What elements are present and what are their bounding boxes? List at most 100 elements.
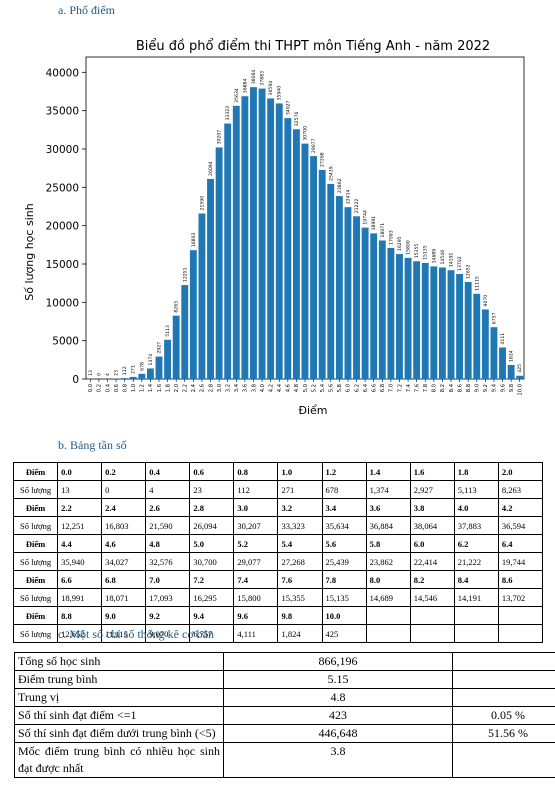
freq-count-header: Số lượng	[12, 516, 59, 535]
bar-value-label: 9070	[483, 295, 489, 307]
bar-value-label: 27268	[320, 152, 326, 167]
freq-count-cell: 13,702	[497, 588, 544, 607]
bar	[404, 257, 412, 379]
freq-point-cell: 3.6	[365, 498, 411, 517]
stats-value-cell: 446,648	[223, 724, 453, 743]
stats-label-cell: Số thí sinh đạt điểm dưới trung bình (<5…	[14, 724, 224, 743]
freq-count-cell: 38,064	[409, 516, 455, 535]
x-tick-label: 6.4	[363, 383, 369, 392]
freq-point-cell: 3.2	[277, 498, 323, 517]
bar	[258, 88, 266, 380]
freq-count-row: Số lượng 12,652 11,115 9,070 6,757 4,111 1,824…	[12, 624, 544, 643]
section-b-heading: b. Bảng tần số	[58, 438, 127, 452]
freq-point-cell: 5.2	[233, 534, 279, 553]
freq-points-row: Điểm 2.2 2.4 2.6 2.8 3.0 3.2 3.4 3.6 3.8 4.0 4.2	[12, 498, 544, 517]
stats-value-cell: 4.8	[223, 688, 453, 707]
bar-value-label: 30700	[303, 126, 309, 141]
freq-count-cell	[453, 624, 499, 643]
bar-value-label: 25439	[328, 166, 334, 181]
freq-point-cell: 9.0	[101, 606, 147, 625]
x-tick-label: 4.8	[294, 384, 300, 392]
freq-count-cell	[365, 624, 411, 643]
bar-value-label: 1374	[148, 354, 154, 366]
bar-value-label: 8263	[174, 301, 180, 313]
bar-value-label: 11115	[474, 276, 480, 291]
bar	[207, 178, 214, 379]
x-tick-label: 3.2	[226, 384, 232, 392]
freq-point-cell: 4.0	[453, 498, 499, 517]
freq-count-cell: 37,883	[453, 516, 499, 535]
score-distribution-chart: Biểu đồ phổ điểm thi THPT môn Tiếng Anh …	[23, 39, 525, 417]
x-tick-label: 9.6	[500, 384, 506, 392]
x-tick-label: 5.0	[303, 384, 309, 392]
bar	[250, 87, 257, 379]
freq-count-cell: 32,576	[145, 552, 191, 571]
bar-value-label: 15800	[406, 240, 412, 255]
x-tick-label: 0.4	[105, 383, 111, 392]
freq-point-cell: 1.8	[453, 462, 499, 481]
bar	[267, 98, 275, 380]
bar	[198, 213, 206, 379]
stats-row: Mốc điểm trung bình có nhiều học sinh đạ…	[14, 742, 555, 778]
freq-point-cell: 2.8	[189, 498, 235, 517]
stats-value-cell: 866,196	[223, 652, 453, 671]
bar	[516, 375, 524, 379]
bar	[396, 254, 403, 379]
bar-value-label: 36884	[242, 79, 248, 94]
stats-extra-cell	[452, 688, 555, 707]
freq-point-cell: 7.4	[233, 570, 279, 589]
chart-ylabel: Số lượng học sinh	[23, 203, 36, 300]
freq-point-cell	[365, 606, 411, 625]
freq-count-cell: 15,800	[233, 588, 279, 607]
bar-value-label: 23	[114, 370, 120, 376]
stats-extra-cell	[452, 670, 555, 689]
freq-count-header: Số lượng	[12, 624, 59, 643]
freq-count-cell: 35,940	[57, 552, 103, 571]
freq-point-cell: 8.0	[365, 570, 411, 589]
x-tick-label: 0.2	[97, 384, 103, 392]
freq-count-cell	[497, 624, 544, 643]
freq-count-cell: 4	[145, 480, 191, 499]
freq-points-row: Điểm 6.6 6.8 7.0 7.2 7.4 7.6 7.8 8.0 8.2 8.4 8.6	[12, 570, 544, 589]
bar-value-label: 4111	[500, 333, 506, 345]
bar-value-label: 425	[517, 364, 523, 373]
x-tick-label: 1.2	[140, 384, 146, 392]
freq-count-cell: 14,546	[409, 588, 455, 607]
freq-point-cell: 9.2	[145, 606, 191, 625]
bar-value-label: 16295	[397, 236, 403, 251]
stats-value-cell: 3.8	[223, 742, 453, 778]
freq-point-cell: 7.2	[189, 570, 235, 589]
freq-count-cell: 9,070	[145, 624, 191, 643]
x-tick-label: 3.6	[243, 384, 249, 392]
bar	[215, 147, 223, 379]
x-tick-label: 2.8	[208, 384, 214, 392]
stats-label-cell: Số thí sinh đạt điểm <=1	[14, 706, 224, 725]
freq-count-cell: 14,191	[453, 588, 499, 607]
freq-count-cell: 25,439	[321, 552, 367, 571]
x-tick-label: 6.0	[346, 384, 352, 392]
stats-label-cell: Điểm trung bình	[14, 670, 224, 689]
bar-value-label: 26094	[208, 161, 214, 176]
section-a-heading: a. Phổ điểm	[58, 3, 115, 17]
bar	[361, 227, 369, 379]
freq-point-cell: 2.0	[497, 462, 544, 481]
bar	[353, 216, 360, 379]
freq-point-cell: 6.0	[409, 534, 455, 553]
freq-point-cell: 0.0	[57, 462, 103, 481]
x-tick-label: 0.6	[114, 384, 120, 392]
bar-value-label: 18991	[371, 216, 377, 231]
x-tick-label: 7.4	[406, 383, 412, 392]
y-tick-label: 40000	[46, 67, 79, 79]
freq-count-cell: 17,093	[145, 588, 191, 607]
bar-value-label: 33323	[225, 106, 231, 121]
freq-point-cell: 1.2	[321, 462, 367, 481]
stats-row: Số thí sinh đạt điểm <=1 423 0.05 %	[14, 706, 555, 725]
stats-extra-cell: 51.56 %	[452, 724, 555, 743]
freq-count-cell: 8,263	[497, 480, 544, 499]
y-tick-label: 5000	[52, 336, 79, 348]
x-tick-label: 6.6	[372, 384, 378, 392]
x-tick-label: 8.4	[449, 383, 455, 392]
bar-value-label: 22414	[345, 189, 351, 204]
freq-points-header: Điểm	[12, 498, 59, 517]
freq-point-cell: 5.0	[189, 534, 235, 553]
